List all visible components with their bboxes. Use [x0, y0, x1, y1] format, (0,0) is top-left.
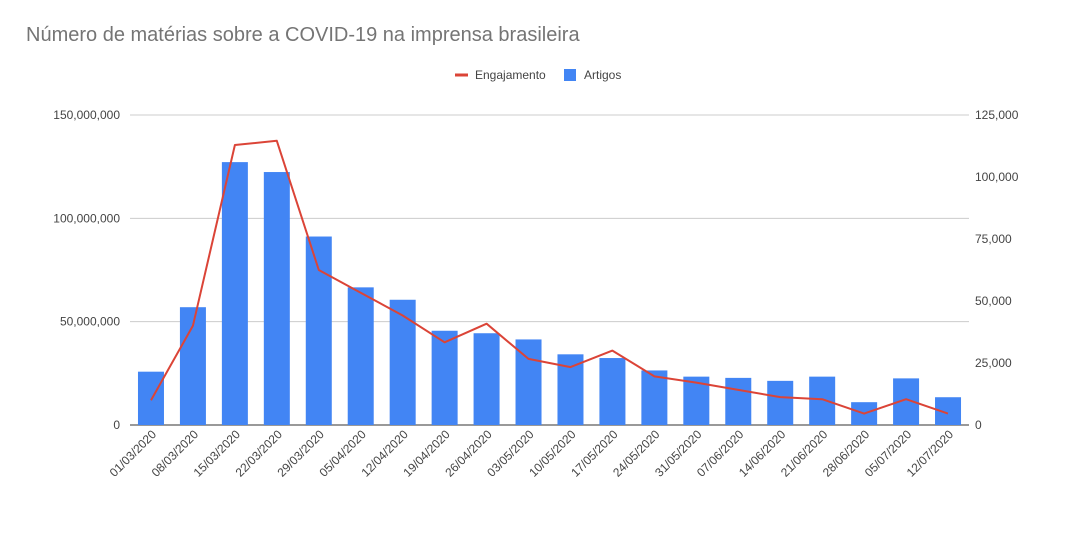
bar-artigos [725, 377, 752, 425]
right-axis-tick-label: 125,000 [975, 108, 1019, 122]
bar-artigos [473, 333, 500, 425]
left-axis-tick-label: 50,000,000 [60, 315, 120, 329]
left-axis-tick-label: 150,000,000 [53, 108, 120, 122]
bar-artigos [347, 287, 374, 425]
right-axis-tick-label: 100,000 [975, 170, 1019, 184]
right-axis-tick-label: 25,000 [975, 356, 1012, 370]
left-axis-tick-label: 0 [113, 418, 120, 432]
legend-label-artigos: Artigos [584, 68, 621, 82]
bar-artigos [599, 358, 626, 425]
bar-artigos [389, 299, 416, 425]
chart-title: Número de matérias sobre a COVID-19 na i… [26, 24, 580, 46]
right-axis-tick-label: 50,000 [975, 294, 1012, 308]
line-engajamento [150, 139, 949, 415]
bar-artigos [263, 172, 290, 425]
bar-artigos [767, 380, 794, 425]
bar-artigos [431, 330, 458, 425]
bar-artigos [641, 370, 668, 425]
legend-swatch-artigos [564, 69, 576, 81]
bar-artigos [515, 339, 542, 425]
bar-artigos [809, 376, 836, 425]
legend-label-engajamento: Engajamento [475, 68, 546, 82]
bar-artigos [221, 162, 248, 425]
bar-artigos [305, 236, 332, 425]
right-axis-tick-label: 75,000 [975, 232, 1012, 246]
left-axis-tick-label: 100,000,000 [53, 211, 120, 225]
right-axis-tick-label: 0 [975, 418, 982, 432]
